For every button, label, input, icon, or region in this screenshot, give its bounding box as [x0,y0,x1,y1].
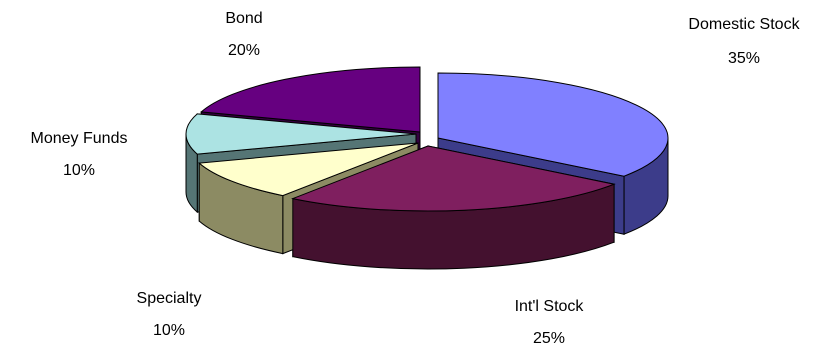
label-bond: Bond [225,10,262,27]
value-specialty: 10% [153,322,185,339]
value-intl-stock: 25% [533,330,565,347]
label-money-funds: Money Funds [31,130,128,147]
label-intl-stock: Int'l Stock [515,298,585,315]
slice-specialty [198,142,419,197]
slice-int-l-stock [291,145,616,212]
label-specialty: Specialty [137,290,202,307]
slice-domestic-stock [437,72,669,177]
slice-tops [185,66,669,212]
slice-money-funds [185,113,417,155]
value-bond: 20% [228,42,260,59]
value-money-funds: 10% [63,162,95,179]
label-domestic-stock: Domestic Stock [688,16,800,33]
value-domestic-stock: 35% [728,50,760,67]
slice-bond [200,66,421,133]
